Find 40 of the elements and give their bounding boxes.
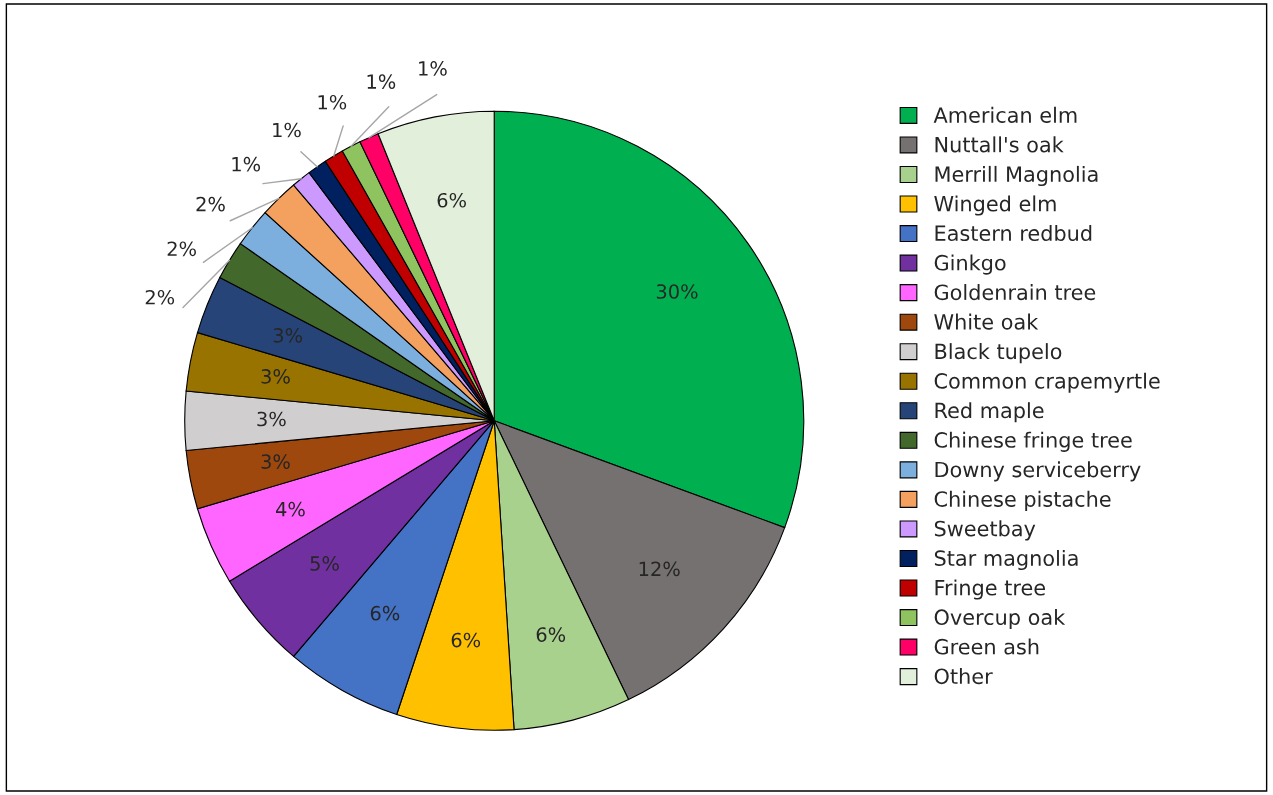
data-label: 6% [536, 627, 566, 642]
data-label: 30% [656, 284, 698, 299]
legend-label: Chinese pistache [934, 490, 1111, 511]
data-label: 3% [261, 369, 290, 384]
legend-label: Downy serviceberry [935, 461, 1141, 482]
data-label: 3% [257, 411, 286, 427]
data-label: 5% [310, 556, 339, 571]
data-label: 1% [232, 156, 261, 172]
legend-label: Red maple [935, 402, 1044, 423]
legend-label: Nuttall's oak [935, 136, 1064, 153]
data-label: 1% [367, 74, 396, 89]
data-label: 1% [419, 61, 447, 76]
legend-label: Green ash [934, 638, 1039, 655]
legend-label: Ginkgo [934, 254, 1006, 275]
data-label: 2% [145, 289, 175, 305]
legend-label: White oak [934, 313, 1039, 330]
legend-label: Common crapemyrtle [934, 372, 1160, 393]
legend-label: Eastern redbud [935, 224, 1092, 242]
legend-label: Winged elm [934, 195, 1056, 216]
legend-label: American elm [933, 106, 1077, 123]
legend-label: Merrill Magnolia [935, 165, 1098, 187]
data-label: 3% [261, 454, 290, 469]
legend-label: Goldenrain tree [934, 284, 1096, 301]
legend-label: Sweetbay [934, 520, 1036, 541]
data-label: 6% [437, 192, 466, 208]
legend-label: Overcup oak [934, 608, 1066, 630]
data-label: 1% [273, 122, 301, 138]
legend-label: Other [934, 668, 993, 685]
data-label: 12% [639, 561, 680, 577]
legend-label: Fringe tree [935, 579, 1045, 600]
data-label: 6% [370, 605, 400, 621]
legend-label: Black tupelo [935, 343, 1062, 364]
data-label: 1% [318, 94, 347, 110]
data-label: 2% [167, 241, 196, 257]
data-label: 2% [196, 196, 225, 212]
legend-label: Chinese fringe tree [934, 431, 1132, 452]
legend-label: Star magnolia [934, 549, 1078, 571]
data-label: 4% [275, 501, 305, 517]
data-label: 6% [451, 632, 481, 648]
data-label: 3% [273, 328, 303, 343]
